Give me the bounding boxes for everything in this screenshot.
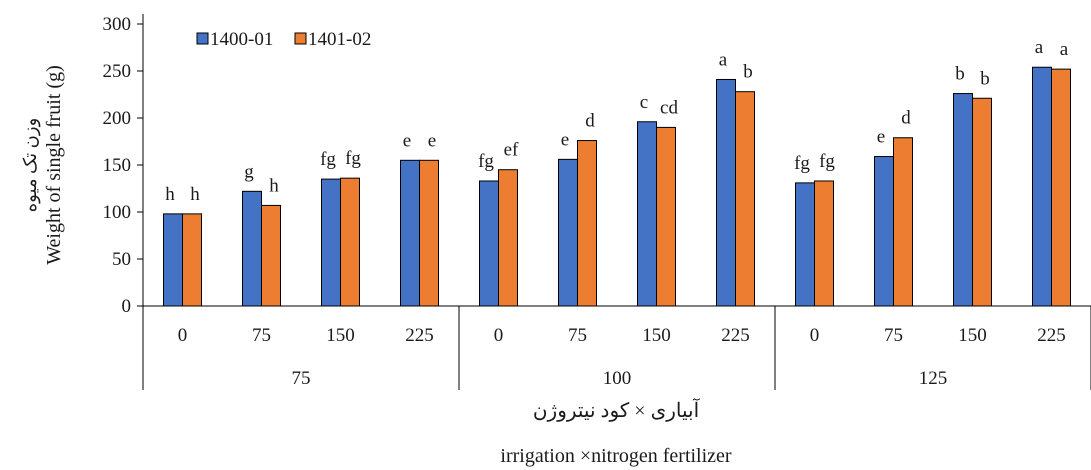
y-tick-label: 200 bbox=[103, 108, 132, 129]
bar-1400-01 bbox=[321, 178, 341, 307]
bar-1401-02 bbox=[498, 169, 518, 307]
y-tick-label: 150 bbox=[103, 155, 132, 176]
chart-bars bbox=[163, 66, 1071, 307]
x-category-label: 150 bbox=[958, 325, 987, 346]
bar-1400-01 bbox=[953, 93, 973, 307]
significance-letter: fg bbox=[478, 151, 494, 172]
significance-letter: h bbox=[269, 175, 279, 196]
y-tick-label: 250 bbox=[103, 61, 132, 82]
x-category-label: 0 bbox=[494, 325, 504, 346]
significance-letter: b bbox=[955, 64, 965, 85]
bar-1400-01 bbox=[163, 213, 183, 307]
significance-letter: g bbox=[244, 161, 254, 182]
bar-1401-02 bbox=[577, 140, 597, 307]
significance-letter: cd bbox=[660, 97, 678, 118]
x-group-label: 125 bbox=[919, 368, 948, 389]
bar-1401-02 bbox=[972, 97, 992, 307]
significance-letter: fg bbox=[345, 148, 361, 169]
x-category-label: 225 bbox=[721, 325, 750, 346]
x-category-label: 0 bbox=[178, 325, 188, 346]
significance-letter: e bbox=[877, 127, 885, 148]
x-category-labels: 0 75 150 225 0 75 150 225 0 75 150 225 75 100 125 bbox=[178, 325, 1066, 389]
x-category-label: 225 bbox=[1037, 325, 1066, 346]
chart-legend: 1400-01 1401-02 bbox=[196, 29, 371, 50]
significance-letter: e bbox=[403, 130, 411, 151]
bar-1400-01 bbox=[558, 158, 578, 307]
significance-letter: ef bbox=[504, 140, 519, 161]
bar-1400-01 bbox=[637, 121, 657, 307]
x-category-label: 75 bbox=[252, 325, 271, 346]
x-category-label: 75 bbox=[884, 325, 903, 346]
y-tick-label: 50 bbox=[112, 249, 131, 270]
significance-letter: c bbox=[640, 92, 648, 113]
significance-letter: fg bbox=[320, 149, 336, 170]
x-category-label: 150 bbox=[642, 325, 671, 346]
significance-letter: fg bbox=[819, 151, 835, 172]
bar-1400-01 bbox=[400, 159, 420, 307]
significance-letter: a bbox=[1060, 39, 1069, 60]
x-category-label: 75 bbox=[568, 325, 587, 346]
y-axis-title-persian: وزن تک میوه bbox=[20, 118, 41, 213]
significance-letter: b bbox=[980, 68, 990, 89]
significance-letter: h bbox=[165, 184, 175, 205]
legend-swatch-1400-01 bbox=[196, 32, 209, 45]
bar-1401-02 bbox=[340, 177, 360, 307]
x-group-label: 75 bbox=[292, 368, 311, 389]
bar-1401-02 bbox=[735, 91, 755, 307]
x-axis-title-persian: آبیاری × کود نیتروژن bbox=[533, 398, 701, 422]
bar-1401-02 bbox=[814, 180, 834, 307]
bar-1400-01 bbox=[716, 78, 736, 307]
legend-label: 1400-01 bbox=[210, 29, 273, 50]
x-category-label: 225 bbox=[405, 325, 434, 346]
bar-1401-02 bbox=[656, 126, 676, 307]
x-category-label: 150 bbox=[326, 325, 355, 346]
x-category-label: 0 bbox=[810, 325, 820, 346]
y-axis-title: Weight of single fruit (g) bbox=[43, 65, 65, 264]
bar-1401-02 bbox=[419, 159, 439, 307]
chart-axes: 0 50 100 150 200 250 300 bbox=[103, 14, 1091, 390]
bar-1400-01 bbox=[479, 180, 499, 307]
significance-letter: e bbox=[428, 130, 436, 151]
x-group-label: 100 bbox=[603, 368, 632, 389]
significance-letter: b bbox=[743, 62, 753, 83]
bar-1400-01 bbox=[874, 156, 894, 307]
significance-letter: d bbox=[901, 108, 911, 129]
bar-1401-02 bbox=[182, 213, 202, 307]
legend-label: 1401-02 bbox=[308, 29, 371, 50]
significance-letter: a bbox=[1035, 37, 1044, 58]
bar-1400-01 bbox=[795, 182, 815, 307]
y-tick-label: 100 bbox=[103, 202, 132, 223]
significance-letter: e bbox=[561, 129, 569, 150]
bar-1400-01 bbox=[242, 190, 262, 307]
significance-letter: h bbox=[190, 184, 200, 205]
legend-swatch-1401-02 bbox=[294, 32, 307, 45]
y-tick-label: 0 bbox=[122, 296, 132, 317]
significance-letter: fg bbox=[794, 153, 810, 174]
y-tick-label: 300 bbox=[103, 14, 132, 35]
significance-letter: d bbox=[585, 111, 595, 132]
x-axis-title: irrigation ×nitrogen fertilizer bbox=[500, 445, 732, 467]
bar-1401-02 bbox=[893, 137, 913, 307]
bar-1401-02 bbox=[261, 204, 281, 307]
bar-1401-02 bbox=[1051, 68, 1071, 307]
bar-1400-01 bbox=[1032, 66, 1052, 307]
significance-letter: a bbox=[719, 49, 728, 70]
